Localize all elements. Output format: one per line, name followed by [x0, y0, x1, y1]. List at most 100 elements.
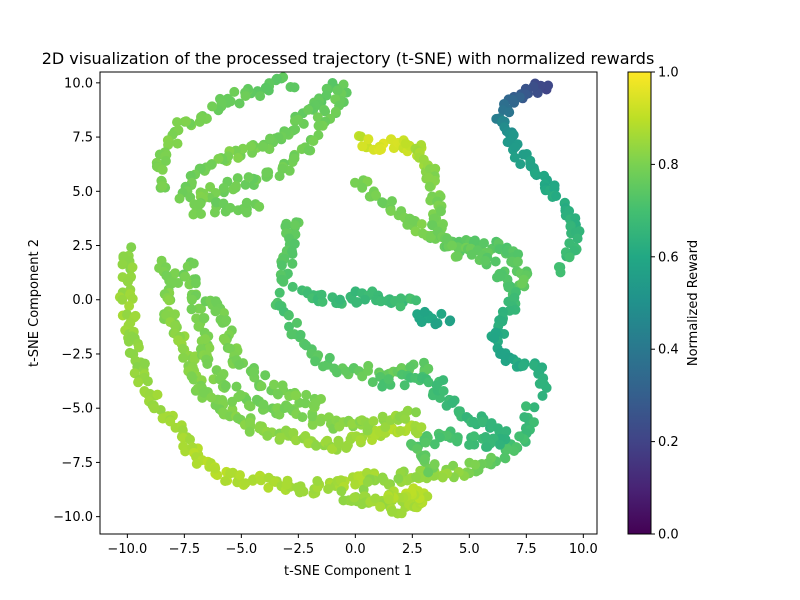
- x-tick-label: −10.0: [107, 542, 147, 557]
- scatter-point: [429, 439, 440, 450]
- x-tick-label: 5.0: [459, 542, 480, 557]
- scatter-point: [513, 249, 524, 260]
- scatter-point: [320, 106, 331, 117]
- scatter-point: [555, 267, 566, 278]
- scatter-point: [261, 167, 272, 178]
- scatter-point: [429, 459, 440, 470]
- scatter-point: [254, 201, 265, 212]
- scatter-point: [234, 98, 245, 109]
- colorbar-tick-label: 1.0: [658, 66, 679, 81]
- scatter-point: [130, 310, 141, 321]
- x-axis-label: t-SNE Component 1: [284, 564, 412, 579]
- scatter-point: [464, 439, 475, 450]
- y-tick-label: −5.0: [61, 402, 93, 417]
- colorbar-tick-label: 0.2: [658, 435, 679, 450]
- scatter-point: [519, 412, 530, 423]
- scatter-point: [479, 238, 489, 249]
- x-tick-label: 7.5: [516, 542, 537, 557]
- scatter-point: [363, 134, 374, 145]
- scatter-point: [262, 430, 273, 441]
- scatter-point: [117, 294, 128, 305]
- scatter-point: [423, 363, 434, 374]
- colorbar-ticks: 0.0 0.2 0.4 0.6 0.8 1.0: [651, 66, 679, 543]
- scatter-point: [377, 197, 388, 208]
- scatter-point: [235, 470, 245, 481]
- y-tick-label: 2.5: [72, 239, 93, 254]
- scatter-point: [170, 309, 180, 320]
- scatter-point: [152, 389, 163, 400]
- scatter-point: [336, 486, 347, 497]
- scatter-point: [387, 506, 398, 517]
- scatter-point: [281, 479, 292, 490]
- scatter-point: [287, 281, 298, 292]
- y-tick-label: 5.0: [72, 185, 93, 200]
- scatter-point: [512, 256, 523, 267]
- scatter-point: [307, 419, 318, 430]
- scatter-point: [303, 104, 314, 115]
- x-tick-label: 2.5: [402, 542, 423, 557]
- scatter-point: [196, 209, 206, 219]
- x-tick-label: −7.5: [169, 542, 201, 557]
- scatter-point: [165, 416, 176, 427]
- scatter-point: [466, 249, 477, 260]
- scatter-point: [521, 401, 531, 412]
- scatter-point: [385, 206, 396, 216]
- scatter-point: [287, 246, 297, 257]
- scatter-point: [256, 475, 266, 486]
- scatter-point: [334, 438, 344, 449]
- scatter-point: [452, 251, 463, 262]
- scatter-point: [260, 82, 271, 93]
- scatter-point: [232, 413, 243, 424]
- scatter-point: [362, 477, 373, 487]
- scatter-point: [289, 82, 300, 93]
- scatter-point: [301, 340, 311, 351]
- scatter-point: [436, 206, 446, 217]
- scatter-point: [235, 390, 246, 400]
- scatter-point: [174, 193, 185, 204]
- scatter-point: [539, 379, 550, 390]
- scatter-point: [495, 271, 506, 282]
- scatter-point: [210, 306, 221, 317]
- scatter-point: [417, 228, 428, 239]
- scatter-point: [507, 94, 518, 105]
- scatter-point: [438, 386, 449, 396]
- scatter-point: [330, 106, 341, 117]
- scatter-point: [503, 282, 514, 292]
- scatter-point: [258, 399, 269, 410]
- scatter-point: [468, 416, 479, 427]
- colorbar-label: Normalized Reward: [686, 240, 701, 366]
- scatter-point: [416, 317, 427, 328]
- scatter-point: [434, 432, 445, 443]
- scatter-point: [230, 181, 241, 192]
- scatter-point: [225, 202, 236, 213]
- scatter-point: [564, 238, 575, 249]
- plot-frame: [99, 71, 598, 535]
- scatter-point: [447, 240, 457, 251]
- scatter-point: [387, 196, 397, 207]
- scatter-point: [303, 438, 314, 449]
- scatter-point: [529, 417, 539, 428]
- scatter-point: [275, 432, 286, 443]
- scatter-point: [375, 144, 386, 155]
- scatter-point: [370, 493, 381, 504]
- scatter-point: [352, 297, 363, 308]
- scatter-point: [312, 112, 323, 123]
- scatter-point: [422, 491, 433, 502]
- scatter-point: [297, 412, 308, 423]
- scatter-point: [240, 91, 251, 101]
- scatter-point: [301, 389, 312, 400]
- scatter-point: [231, 381, 242, 392]
- scatter-point: [509, 292, 520, 303]
- scatter-point: [290, 220, 300, 231]
- scatter-point: [127, 262, 138, 273]
- scatter-point: [420, 454, 430, 464]
- scatter-point: [307, 411, 318, 422]
- scatter-point: [172, 138, 183, 149]
- scatter-point: [436, 308, 447, 319]
- scatter-point: [371, 190, 381, 201]
- scatter-point: [188, 258, 199, 269]
- scatter-point: [355, 435, 366, 445]
- scatter-point: [126, 242, 137, 253]
- scatter-point: [276, 260, 287, 271]
- scatter-point: [517, 278, 527, 289]
